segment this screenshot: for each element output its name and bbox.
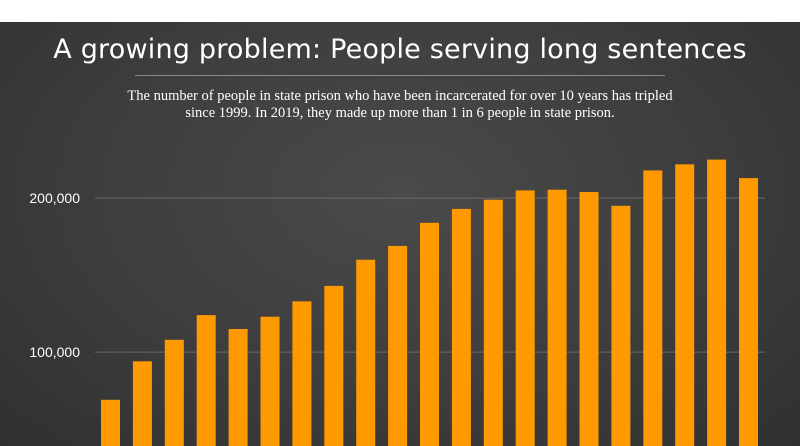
- bar-2010: [451, 208, 471, 446]
- bar-2013: [547, 189, 567, 446]
- bar-2007: [356, 259, 376, 446]
- chart-panel: A growing problem: People serving long s…: [0, 22, 800, 446]
- bar-2018: [707, 159, 727, 446]
- bar-2012: [515, 190, 535, 446]
- bar-2006: [324, 285, 344, 446]
- bar-1999: [101, 399, 120, 446]
- bar-2001: [164, 339, 184, 446]
- bar-2009: [420, 222, 439, 446]
- bar-2004: [260, 316, 280, 446]
- bar-2019: [739, 178, 758, 446]
- bar-2008: [388, 245, 408, 446]
- bar-2015: [611, 205, 631, 446]
- bar-chart: 100,000 200,000: [29, 159, 765, 446]
- title-divider: [135, 75, 665, 76]
- bar-2017: [675, 164, 695, 446]
- bar-2003: [228, 329, 248, 446]
- bar-2016: [643, 170, 663, 446]
- bar-2005: [292, 301, 312, 446]
- bars: [101, 159, 758, 446]
- chart-subtitle: The number of people in state prison who…: [127, 88, 673, 121]
- chart-title: A growing problem: People serving long s…: [53, 34, 747, 65]
- bar-2002: [196, 315, 216, 446]
- y-axis-labels: 100,000 200,000: [29, 190, 80, 360]
- bar-2011: [483, 199, 503, 446]
- bar-2014: [579, 192, 599, 446]
- bar-2000: [132, 361, 152, 446]
- y-tick-label: 100,000: [29, 344, 80, 360]
- y-tick-label: 200,000: [29, 190, 80, 206]
